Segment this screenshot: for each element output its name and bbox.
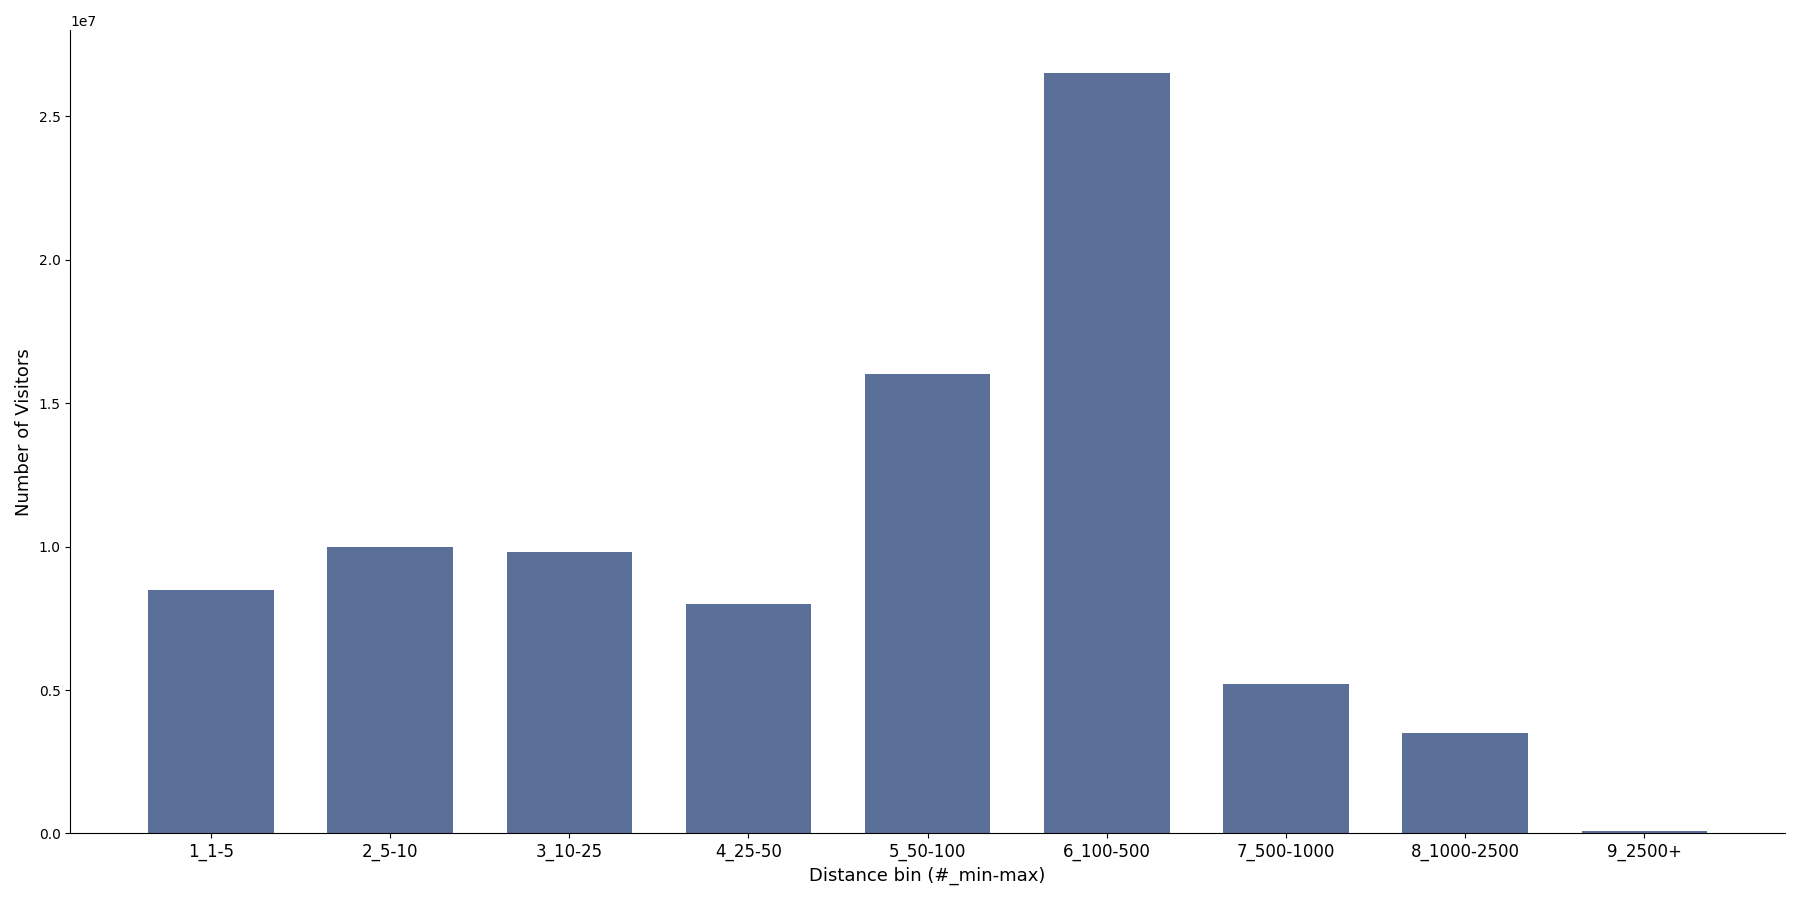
Bar xyxy=(506,553,632,833)
Bar xyxy=(1044,73,1170,833)
Bar xyxy=(1224,684,1348,833)
Bar xyxy=(148,590,274,833)
Bar xyxy=(1402,733,1528,833)
Bar xyxy=(328,546,454,833)
Bar xyxy=(1582,831,1706,833)
Y-axis label: Number of Visitors: Number of Visitors xyxy=(14,348,32,516)
X-axis label: Distance bin (#_min-max): Distance bin (#_min-max) xyxy=(810,867,1046,885)
Bar xyxy=(686,604,812,833)
Bar xyxy=(866,374,990,833)
